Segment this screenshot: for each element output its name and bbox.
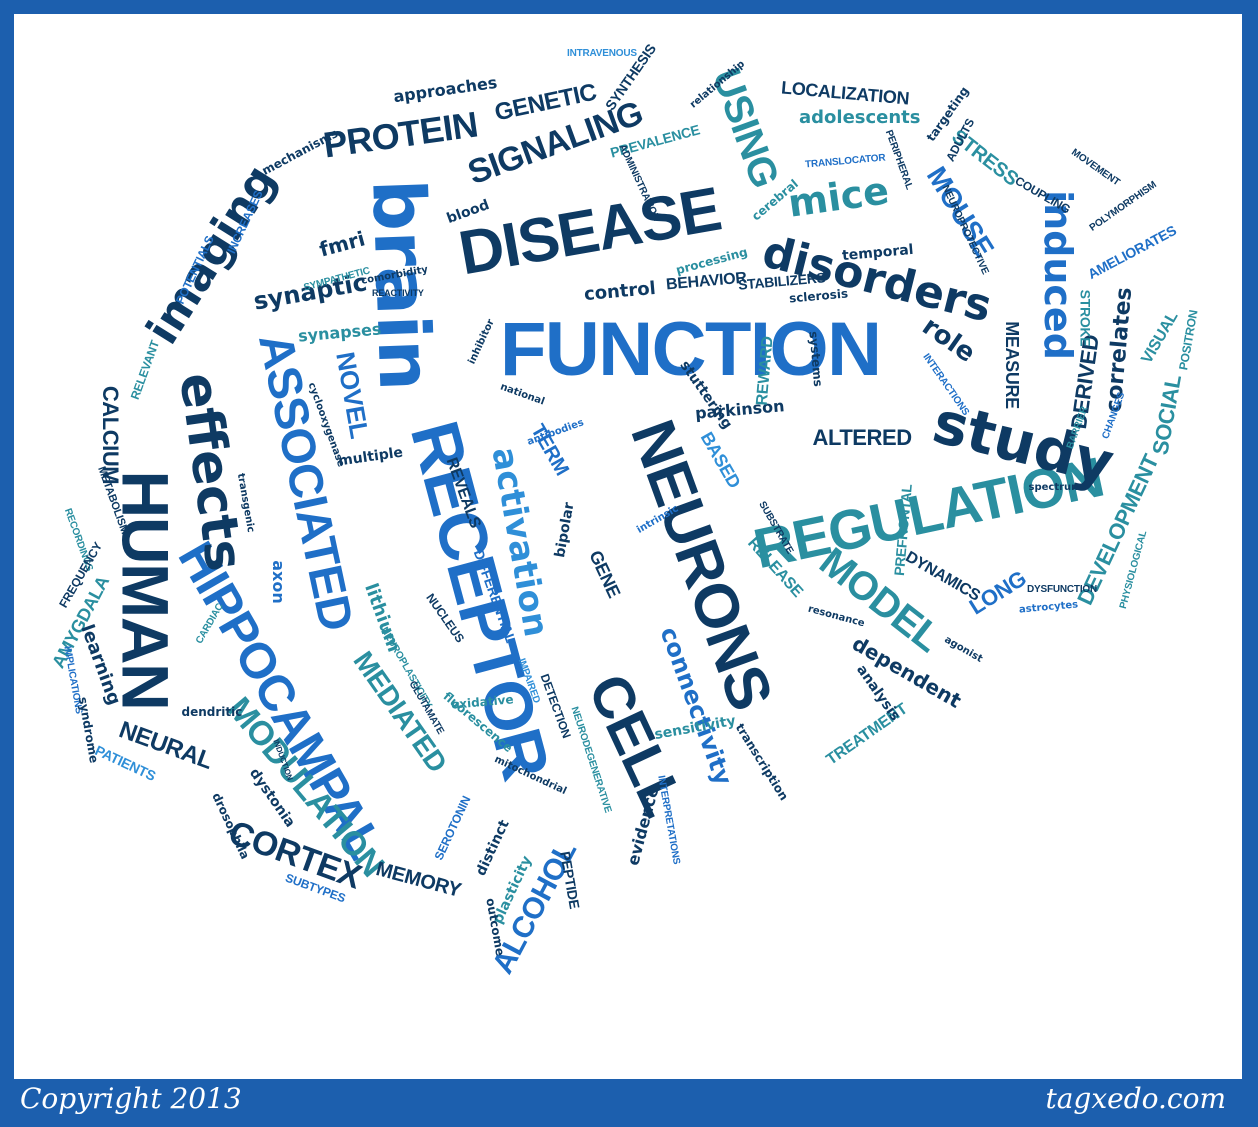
word-neurons: NEURONS xyxy=(616,411,785,719)
word-measure: MEASURE xyxy=(1001,321,1022,409)
word-visual: VISUAL xyxy=(1137,308,1182,367)
word-inhibitor: inhibitor xyxy=(466,317,497,366)
word-spectrum: spectrum xyxy=(1028,482,1082,493)
word-imaging: imaging xyxy=(136,156,287,354)
word-altered: ALTERED xyxy=(812,425,913,450)
word-stroke: STROKE xyxy=(1076,289,1093,347)
word-bipolar: bipolar xyxy=(552,501,578,559)
word-localization: LOCALIZATION xyxy=(780,77,910,109)
word-adolescents: adolescents xyxy=(799,107,921,128)
word-cloud-canvas: NEURONS FUNCTION RECEPTOR DISEASE brain REGUL… xyxy=(14,14,1242,1079)
word-dynamics: DYNAMICS xyxy=(902,548,983,605)
word-relevant: RELEVANT xyxy=(127,338,163,402)
word-brain: brain xyxy=(356,177,448,393)
word-control: control xyxy=(583,277,657,306)
word-multiple: multiple xyxy=(336,444,404,470)
word-intravenous: INTRAVENOUS xyxy=(567,48,637,59)
word-ameliorates: AMELIORATES xyxy=(1084,221,1179,283)
word-translocator: TRANSLOCATOR xyxy=(804,152,886,171)
word-astrocytes: astrocytes xyxy=(1018,599,1079,616)
site-link[interactable]: tagxedo.com xyxy=(1045,1082,1226,1115)
word-transcription: transcription xyxy=(732,721,792,803)
word-protein: PROTEIN xyxy=(320,103,480,166)
word-sclerosis: sclerosis xyxy=(788,286,849,306)
word-serotonin: SEROTONIN xyxy=(431,793,473,863)
word-axon: axon xyxy=(268,560,288,604)
word-approaches: approaches xyxy=(391,72,498,107)
word-agonist: agonist xyxy=(942,634,985,665)
word-dendritic: dendritic xyxy=(181,705,243,719)
word-dysfunction: DYSFUNCTION xyxy=(1027,584,1098,595)
word-social: SOCIAL xyxy=(1147,373,1187,457)
word-movement: MOVEMENT xyxy=(1069,146,1122,189)
word-polymorphism: POLYMORPHISM xyxy=(1087,179,1159,234)
copyright-label: Copyright 2013 xyxy=(20,1082,242,1115)
word-induced: induced xyxy=(1035,190,1080,360)
word-memory: MEMORY xyxy=(373,858,463,902)
word-mice: mice xyxy=(784,168,891,226)
word-distinct: distinct xyxy=(472,817,513,879)
word-peripheral: PERIPHERAL xyxy=(882,128,915,192)
word-function: FUNCTION xyxy=(500,307,882,392)
word-gene: GENE xyxy=(585,547,625,601)
word-human: HUMAN xyxy=(108,470,183,710)
word-reactivity: REACTIVITY xyxy=(372,287,424,298)
